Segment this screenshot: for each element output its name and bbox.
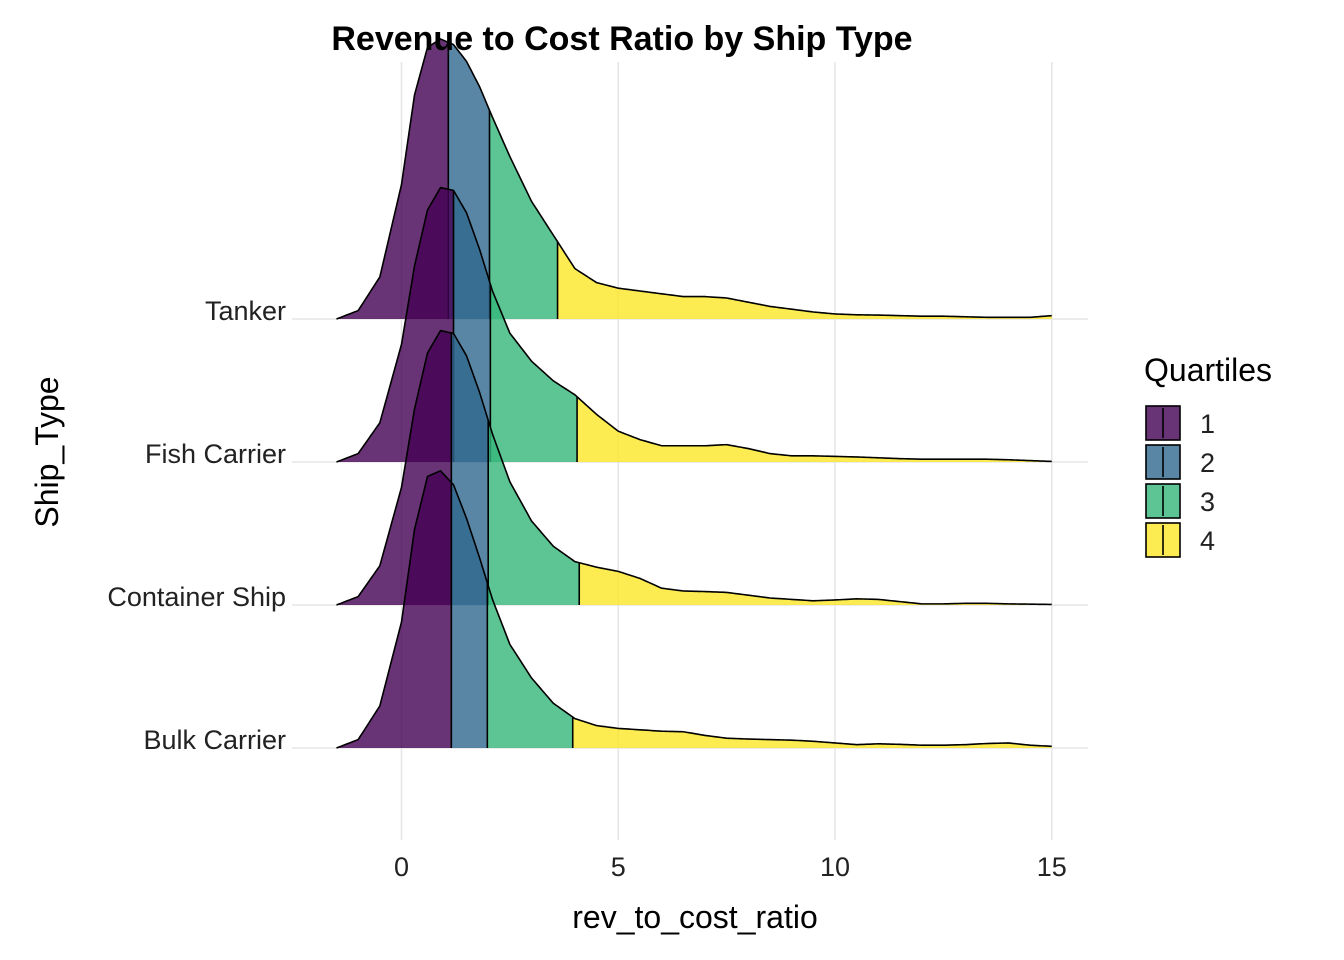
density-outline: [336, 329, 1052, 606]
chart-title: Revenue to Cost Ratio by Ship Type: [331, 20, 912, 58]
ridges: [336, 38, 1052, 749]
quartile-2-area: [451, 482, 488, 748]
quartile-4-area: [577, 396, 1052, 462]
x-axis-title: rev_to_cost_ratio: [572, 899, 817, 935]
legend-label-1: 1: [1200, 409, 1215, 439]
x-tick-label: 0: [394, 852, 409, 882]
y-tick-label: Container Ship: [107, 582, 286, 612]
quartile-4-area: [557, 241, 1052, 319]
legend-title: Quartiles: [1144, 352, 1272, 388]
density-outline: [336, 38, 1052, 320]
y-tick-label: Bulk Carrier: [143, 725, 286, 755]
legend-items: 1 2 3 4: [1145, 405, 1215, 558]
x-tick-label: 5: [611, 852, 626, 882]
quartile-1-area: [336, 470, 452, 748]
density-outline: [336, 469, 1052, 749]
quartile-3-area: [487, 582, 573, 748]
legend: Quartiles 1 2 3 4: [1144, 352, 1272, 558]
x-tick-label: 10: [820, 852, 850, 882]
quartile-4-area: [579, 562, 1052, 605]
y-tick-label: Tanker: [205, 296, 286, 326]
y-tick-label: Fish Carrier: [145, 439, 286, 469]
quartile-3-area: [490, 284, 578, 462]
density-outline: [336, 186, 1052, 463]
x-tick-labels: 0 5 10 15: [394, 852, 1067, 882]
ridge-bulk-carrier: [336, 469, 1052, 749]
legend-label-4: 4: [1200, 526, 1215, 556]
x-tick-label: 15: [1037, 852, 1067, 882]
legend-label-3: 3: [1200, 487, 1215, 517]
quartile-3-area: [489, 110, 558, 320]
quartile-3-area: [488, 420, 580, 605]
legend-label-2: 2: [1200, 448, 1215, 478]
y-axis-title: Ship_Type: [29, 376, 65, 527]
y-tick-labels: Bulk Carrier Container Ship Fish Carrier Ta…: [107, 296, 286, 755]
quartile-4-area: [572, 717, 1052, 748]
